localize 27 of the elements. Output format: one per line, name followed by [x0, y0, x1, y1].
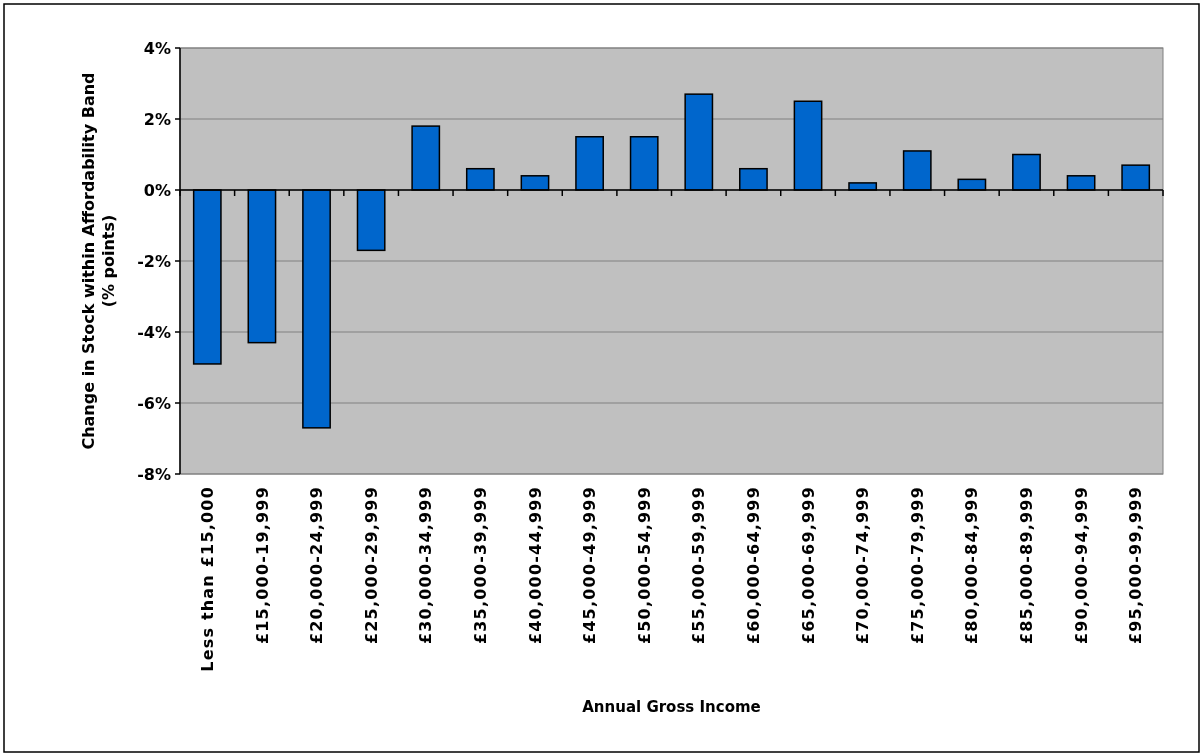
x-tick-label: £35,000-39,999 [470, 486, 490, 645]
y-tick-label: 2% [143, 109, 171, 129]
y-tick-label: -4% [137, 322, 171, 342]
x-tick-label: £25,000-29,999 [361, 486, 381, 645]
x-tick-label: £30,000-34,999 [416, 486, 436, 645]
x-tick-label: £45,000-49,999 [580, 486, 600, 645]
x-tick-label: £20,000-24,999 [307, 486, 327, 645]
y-tick-label: 0% [143, 180, 171, 200]
x-tick-label: Less than £15,000 [197, 486, 217, 672]
x-tick-label: £55,000-59,999 [689, 486, 709, 645]
x-tick-label: £90,000-94,999 [1071, 486, 1091, 645]
x-tick-label: £60,000-64,999 [744, 486, 764, 645]
x-tick-label: £40,000-44,999 [525, 486, 545, 645]
x-tick-label: £95,000-99,999 [1126, 486, 1146, 645]
y-tick-label: -2% [137, 251, 171, 271]
x-tick-label: £50,000-54,999 [634, 486, 654, 645]
y-tick-label: -8% [137, 464, 171, 484]
y-axis-title: Change in Stock within Affordability Band (% points) [79, 72, 118, 450]
x-tick-label: £85,000-89,999 [1017, 486, 1037, 645]
y-tick-label: -6% [137, 393, 171, 413]
x-axis-title: Annual Gross Income [582, 698, 761, 716]
x-tick-label: £75,000-79,999 [907, 486, 927, 645]
y-tick-label: 4% [143, 38, 171, 58]
x-tick-label: £65,000-69,999 [798, 486, 818, 645]
x-tick-label: £80,000-84,999 [962, 486, 982, 645]
x-tick-label: £15,000-19,999 [252, 486, 272, 645]
x-tick-label: £70,000-74,999 [853, 486, 873, 645]
